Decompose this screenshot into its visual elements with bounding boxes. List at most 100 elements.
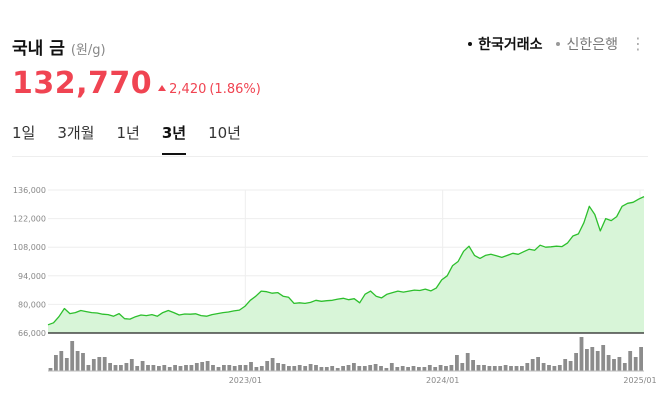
volume-bar [465, 353, 470, 371]
price-change: 2,420 (1.86%) [158, 82, 261, 97]
volume-bar [427, 365, 432, 371]
volume-bar [54, 355, 58, 371]
volume-bar [324, 367, 329, 371]
y-tick-label: 66,000 [18, 329, 46, 338]
volume-bar [194, 363, 199, 371]
tab-1d[interactable]: 1일 [12, 124, 36, 142]
volume-bars [48, 337, 644, 372]
volume-bar [563, 359, 568, 371]
volume-bar [520, 366, 524, 371]
volume-bar [471, 360, 475, 371]
change-amount: 2,420 [169, 82, 207, 97]
volume-bar [417, 367, 421, 371]
volume-bar [184, 365, 188, 371]
volume-bar [612, 359, 616, 371]
volume-bar [617, 357, 622, 371]
volume-bar [411, 366, 416, 371]
volume-bar [406, 367, 410, 371]
tab-3m[interactable]: 3개월 [57, 124, 95, 142]
volume-bar [146, 365, 150, 371]
y-tick-label: 108,000 [13, 243, 46, 252]
volume-bar [108, 363, 112, 371]
volume-bar [91, 359, 96, 371]
volume-bar [167, 367, 172, 371]
volume-bar [498, 366, 503, 371]
tab-1y[interactable]: 1년 [116, 124, 140, 142]
volume-bar [373, 364, 378, 371]
volume-bar [276, 363, 280, 371]
volume-bar [568, 361, 573, 371]
volume-bar [238, 365, 242, 371]
volume-bar [492, 366, 497, 371]
price-area [47, 196, 645, 334]
volume-bar [303, 366, 308, 371]
divider [12, 156, 648, 157]
volume-bar [86, 365, 91, 371]
volume-bar [48, 368, 53, 371]
volume-bar [270, 358, 275, 371]
volume-bar [227, 365, 232, 371]
volume-bar [140, 361, 145, 371]
volume-bar [265, 361, 270, 371]
volume-bar [292, 366, 297, 371]
volume-bar [314, 365, 318, 371]
current-price: 132,770 [12, 66, 153, 101]
tab-3y[interactable]: 3년 [161, 122, 187, 155]
volume-bar [574, 353, 578, 371]
volume-bar [157, 366, 161, 371]
volume-bar [509, 366, 513, 371]
volume-bar [639, 347, 643, 371]
tab-10y[interactable]: 10년 [208, 124, 241, 142]
volume-bar [70, 341, 75, 371]
x-tick-label: 2024/01 [426, 376, 459, 385]
period-tabs: 1일 3개월 1년 3년 10년 [12, 122, 263, 155]
volume-bar [97, 357, 102, 371]
volume-bar [395, 367, 400, 371]
change-percent: (1.86%) [209, 82, 261, 97]
volume-bar [433, 367, 438, 371]
price-row: 132,770 2,420 (1.86%) [12, 66, 261, 101]
volume-bar [64, 358, 69, 371]
volume-bar [455, 355, 459, 371]
volume-bar [346, 365, 351, 371]
volume-bar [400, 366, 405, 371]
volume-bar [557, 365, 562, 371]
volume-bar [173, 365, 177, 371]
volume-bar [119, 365, 123, 371]
volume-bar [628, 351, 633, 371]
asset-header: 국내 금 (원/g) [12, 34, 106, 59]
volume-bar [254, 367, 259, 371]
volume-bar [124, 363, 129, 371]
volume-bar [113, 365, 118, 371]
volume-bar [308, 364, 313, 371]
price-line [47, 196, 645, 326]
volume-bar [547, 365, 551, 371]
volume-bar [438, 365, 443, 371]
volume-bar [75, 351, 80, 371]
volume-bar [151, 365, 156, 371]
volume-bar [352, 363, 356, 371]
x-axis-labels: 2023/01 2024/01 2025/01 [229, 376, 657, 385]
volume-bar [162, 365, 167, 371]
volume-bar [357, 366, 362, 371]
volume-bar [259, 366, 264, 371]
volume-bar [514, 366, 519, 371]
volume-bar [487, 366, 492, 371]
volume-bar [633, 357, 638, 371]
source-krx[interactable]: 한국거래소 [468, 34, 542, 54]
volume-bar [368, 365, 373, 371]
up-triangle-icon [158, 85, 167, 91]
unselected-dot-icon [556, 42, 561, 46]
volume-bar [281, 364, 286, 371]
volume-bar [503, 365, 508, 371]
volume-bar [585, 349, 589, 371]
price-area-fill [48, 196, 644, 333]
volume-bar [541, 363, 546, 371]
volume-bar [135, 366, 140, 371]
asset-title: 국내 금 [12, 39, 65, 59]
source-shinhan[interactable]: 신한은행 [556, 34, 618, 54]
volume-bar [606, 355, 611, 371]
volume-bar [205, 361, 210, 371]
more-vertical-icon[interactable]: ⋮ [630, 34, 646, 53]
